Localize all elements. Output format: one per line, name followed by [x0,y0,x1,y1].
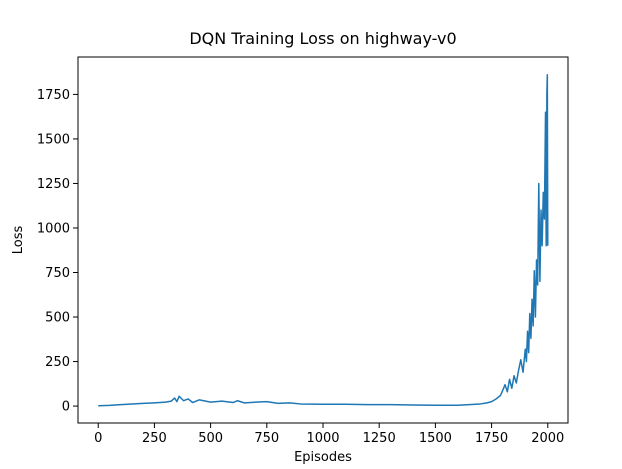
y-tick-label: 750 [45,266,70,281]
y-axis-label: Loss [11,226,26,255]
loss-series-line [98,74,549,407]
chart-title: DQN Training Loss on highway-v0 [189,29,456,48]
y-tick-label: 1250 [37,177,70,192]
y-tick-label: 1750 [37,88,70,103]
x-tick-label: 0 [94,431,102,446]
x-tick-label: 1000 [306,431,339,446]
x-tick-label: 1750 [475,431,508,446]
x-tick-label: 1250 [363,431,396,446]
x-tick-label: 2000 [531,431,564,446]
x-tick-label: 1500 [419,431,452,446]
y-axis-ticks: 0 250 500 750 1000 1250 1500 1750 [37,88,78,415]
x-axis-label: Episodes [294,450,352,465]
y-tick-label: 250 [45,355,70,370]
x-tick-label: 750 [254,431,279,446]
y-tick-label: 500 [45,311,70,326]
plot-layer [98,74,549,407]
x-tick-label: 500 [198,431,223,446]
y-tick-label: 0 [62,400,70,415]
y-tick-label: 1000 [37,221,70,236]
x-axis-ticks: 0 250 500 750 1000 1250 1500 1750 2000 [94,423,564,446]
x-tick-label: 250 [142,431,167,446]
y-tick-label: 1500 [37,132,70,147]
